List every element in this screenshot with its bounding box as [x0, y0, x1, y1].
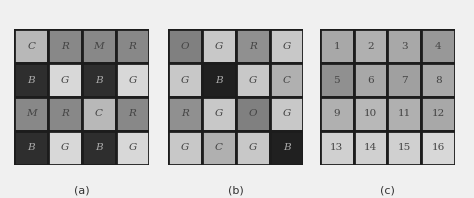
Text: 14: 14	[364, 143, 377, 152]
Bar	[82, 131, 116, 165]
Text: R: R	[181, 109, 189, 118]
Text: O: O	[181, 42, 190, 51]
Bar	[421, 131, 455, 165]
Bar	[270, 30, 303, 63]
Bar	[320, 131, 354, 165]
Bar	[354, 30, 387, 63]
Text: 5: 5	[334, 76, 340, 85]
Text: G: G	[283, 109, 291, 118]
Bar	[270, 131, 303, 165]
Text: G: G	[215, 42, 223, 51]
Text: G: G	[181, 143, 189, 152]
Bar	[14, 30, 48, 63]
Bar	[202, 30, 236, 63]
Bar	[270, 63, 303, 97]
Bar	[82, 63, 116, 97]
Bar	[168, 63, 202, 97]
Text: (c): (c)	[380, 185, 395, 195]
Bar	[354, 63, 387, 97]
Text: C: C	[283, 76, 291, 85]
Bar	[354, 131, 387, 165]
Bar	[14, 97, 48, 131]
Bar	[202, 63, 236, 97]
Text: 1: 1	[334, 42, 340, 51]
Text: 15: 15	[398, 143, 411, 152]
Text: C: C	[27, 42, 35, 51]
Text: C: C	[95, 109, 103, 118]
Bar	[116, 63, 149, 97]
Text: B: B	[95, 76, 102, 85]
Bar	[14, 131, 48, 165]
Text: B: B	[215, 76, 223, 85]
Bar	[354, 97, 387, 131]
Bar	[421, 63, 455, 97]
Bar	[320, 63, 354, 97]
Bar	[236, 30, 270, 63]
Text: G: G	[61, 76, 69, 85]
Bar	[168, 30, 202, 63]
Text: 4: 4	[435, 42, 441, 51]
Bar	[270, 97, 303, 131]
Text: G: G	[215, 109, 223, 118]
Text: (a): (a)	[74, 185, 90, 195]
Text: R: R	[128, 42, 137, 51]
Text: B: B	[283, 143, 290, 152]
Text: 6: 6	[367, 76, 374, 85]
Text: R: R	[61, 42, 69, 51]
Text: O: O	[248, 109, 257, 118]
Bar	[82, 97, 116, 131]
Text: B: B	[95, 143, 102, 152]
Bar	[236, 131, 270, 165]
Text: 12: 12	[431, 109, 445, 118]
Bar	[116, 30, 149, 63]
Bar	[387, 63, 421, 97]
Bar	[48, 131, 82, 165]
Bar	[202, 97, 236, 131]
Text: G: G	[181, 76, 189, 85]
Text: B: B	[27, 76, 35, 85]
Text: R: R	[249, 42, 256, 51]
Text: 3: 3	[401, 42, 408, 51]
Bar	[387, 131, 421, 165]
Bar	[236, 97, 270, 131]
Bar	[48, 63, 82, 97]
Bar	[48, 30, 82, 63]
Text: B: B	[27, 143, 35, 152]
Text: (b): (b)	[228, 185, 244, 195]
Bar	[168, 131, 202, 165]
Bar	[116, 97, 149, 131]
Text: 2: 2	[367, 42, 374, 51]
Text: 8: 8	[435, 76, 441, 85]
Bar	[202, 131, 236, 165]
Text: 16: 16	[431, 143, 445, 152]
Text: G: G	[248, 76, 257, 85]
Bar	[421, 97, 455, 131]
Text: 9: 9	[334, 109, 340, 118]
Text: G: G	[283, 42, 291, 51]
Text: 11: 11	[398, 109, 411, 118]
Text: G: G	[128, 143, 137, 152]
Bar	[387, 97, 421, 131]
Text: C: C	[215, 143, 223, 152]
Bar	[48, 97, 82, 131]
Bar	[320, 30, 354, 63]
Bar	[320, 97, 354, 131]
Text: 10: 10	[364, 109, 377, 118]
Text: R: R	[61, 109, 69, 118]
Text: M: M	[26, 109, 36, 118]
Text: 13: 13	[330, 143, 344, 152]
Bar	[236, 63, 270, 97]
Text: G: G	[61, 143, 69, 152]
Bar	[82, 30, 116, 63]
Bar	[116, 131, 149, 165]
Bar	[387, 30, 421, 63]
Text: G: G	[128, 76, 137, 85]
Text: G: G	[248, 143, 257, 152]
Bar	[168, 97, 202, 131]
Bar	[421, 30, 455, 63]
Text: R: R	[128, 109, 137, 118]
Text: M: M	[93, 42, 104, 51]
Bar	[14, 63, 48, 97]
Text: 7: 7	[401, 76, 408, 85]
